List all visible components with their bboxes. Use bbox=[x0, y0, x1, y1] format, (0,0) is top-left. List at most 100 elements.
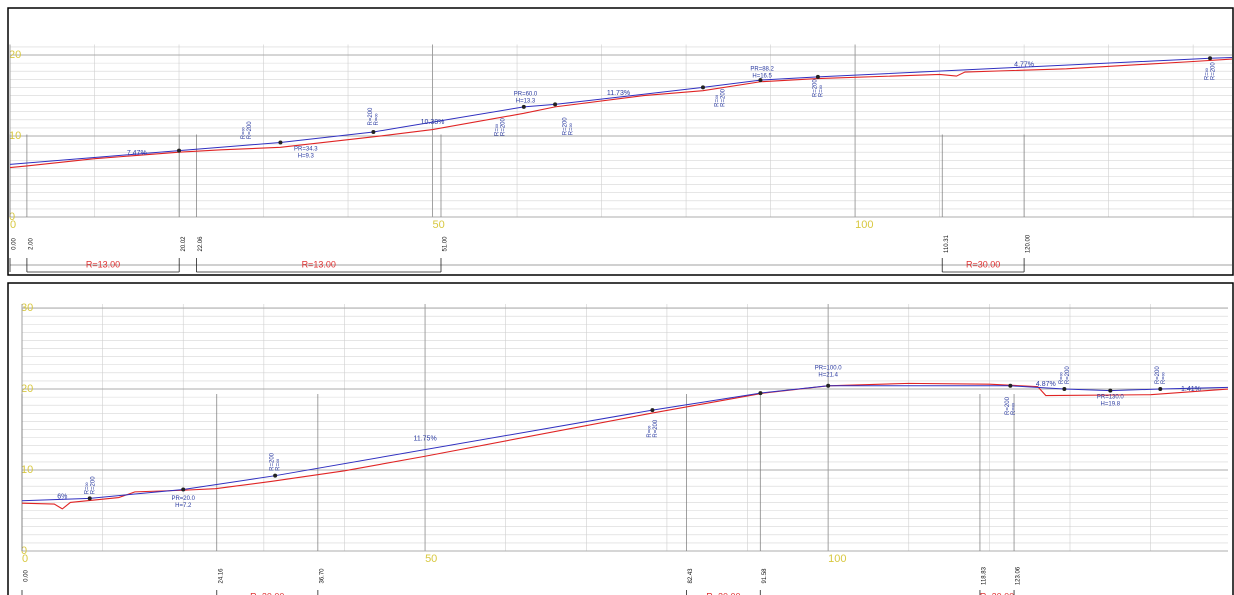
curve-radius: R=20.00 bbox=[706, 591, 740, 595]
y-tick-label: 0 bbox=[21, 545, 27, 557]
station-label: 120.00 bbox=[1026, 234, 1032, 253]
radius-label: R=∞ bbox=[568, 123, 574, 135]
radius-label: R=200 bbox=[562, 117, 568, 136]
vertex-annotation: H=19.8 bbox=[1101, 402, 1121, 408]
terrain-line bbox=[21, 382, 1229, 510]
design-line bbox=[9, 56, 1233, 165]
station-label: 20.02 bbox=[181, 236, 187, 252]
radius-label: R=∞ bbox=[495, 124, 501, 136]
grade-label: 1.41% bbox=[1181, 386, 1201, 393]
panel-frame bbox=[7, 7, 1234, 276]
radius-label: R=200 bbox=[1065, 366, 1071, 385]
vertex-point bbox=[700, 85, 705, 90]
vertex-point bbox=[553, 102, 558, 107]
radius-label: R=∞ bbox=[1205, 68, 1211, 80]
y-tick-label: 10 bbox=[9, 130, 21, 142]
radius-label: R=200 bbox=[368, 107, 374, 126]
vertex-annotation: H=21.4 bbox=[818, 373, 838, 379]
vertex-point bbox=[181, 487, 186, 492]
station-label: 91.58 bbox=[762, 568, 768, 584]
vertex-point bbox=[815, 74, 820, 79]
curve-radius: R=20.00 bbox=[980, 591, 1014, 595]
vertex-annotation: H=9.3 bbox=[298, 154, 315, 160]
radius-label: R=∞ bbox=[818, 85, 824, 97]
panel-frame bbox=[7, 282, 1234, 595]
station-label: 110.31 bbox=[944, 234, 950, 253]
vertex-point bbox=[278, 140, 283, 145]
vertex-annotation: H=13.3 bbox=[516, 98, 536, 104]
vertex-point bbox=[521, 104, 526, 109]
vertex-annotation: H=7.2 bbox=[175, 503, 192, 509]
vertex-point bbox=[273, 473, 278, 478]
vertex-point bbox=[1108, 388, 1113, 393]
station-label: 0.00 bbox=[24, 570, 30, 582]
vertex-annotation: H=16.5 bbox=[752, 73, 772, 79]
radius-label: R=∞ bbox=[714, 95, 720, 107]
radius-label: R=∞ bbox=[647, 425, 653, 437]
radius-label: R=200 bbox=[90, 476, 96, 495]
curve-radius: R=13.00 bbox=[86, 259, 120, 269]
vertex-annotation: PR=88.2 bbox=[750, 66, 774, 72]
x-tick-label: 100 bbox=[855, 219, 873, 231]
vertex-point bbox=[1062, 387, 1067, 392]
y-tick-label: 30 bbox=[21, 302, 33, 314]
vertex-annotation: PR=60.0 bbox=[514, 91, 538, 97]
station-label: 24.16 bbox=[218, 568, 224, 584]
station-label: 2.00 bbox=[28, 238, 34, 250]
station-label: 51.00 bbox=[443, 236, 449, 252]
grade-label: 10.38% bbox=[421, 119, 445, 126]
station-label: 0.00 bbox=[12, 238, 18, 250]
radius-label: R=∞ bbox=[1059, 372, 1065, 384]
station-label: 123.06 bbox=[1016, 566, 1022, 585]
grade-label: 7.47% bbox=[127, 150, 147, 157]
y-tick-label: 20 bbox=[9, 49, 21, 61]
radius-label: R=200 bbox=[247, 121, 253, 140]
x-tick-label: 50 bbox=[425, 553, 437, 565]
radius-label: R=∞ bbox=[374, 113, 380, 125]
radius-label: R=∞ bbox=[84, 482, 90, 494]
vertex-annotation: PR=20.0 bbox=[171, 496, 195, 502]
station-label: 118.83 bbox=[982, 566, 988, 585]
curve-radius: R=30.00 bbox=[966, 259, 1000, 269]
vertex-annotation: PR=34.3 bbox=[294, 147, 318, 153]
curve-radius: R=20.00 bbox=[250, 591, 284, 595]
vertex-point bbox=[758, 391, 763, 396]
x-tick-label: 0 bbox=[22, 553, 28, 565]
vertex-point bbox=[826, 383, 831, 388]
vertex-point bbox=[1158, 387, 1163, 392]
vertex-annotation: PR=100.0 bbox=[815, 366, 843, 372]
radius-label: R=200 bbox=[720, 88, 726, 107]
vertex-point bbox=[371, 129, 376, 134]
x-tick-label: 100 bbox=[828, 553, 846, 565]
radius-label: R=200 bbox=[1211, 62, 1217, 81]
terrain-line bbox=[9, 58, 1233, 169]
radius-label: R=200 bbox=[501, 118, 507, 137]
vertex-point bbox=[758, 78, 763, 83]
station-label: 82.43 bbox=[688, 568, 694, 584]
design-line bbox=[21, 385, 1229, 502]
vertex-point bbox=[87, 496, 92, 501]
vertex-point bbox=[177, 148, 182, 153]
curve-radius: R=13.00 bbox=[302, 259, 336, 269]
x-tick-label: 50 bbox=[433, 219, 445, 231]
vertex-point bbox=[1208, 56, 1213, 61]
radius-label: R=200 bbox=[812, 79, 818, 98]
vertex-point bbox=[650, 408, 655, 413]
grade-label: 11.73% bbox=[607, 90, 630, 97]
radius-label: R=200 bbox=[653, 419, 659, 438]
x-tick-label: 0 bbox=[10, 219, 16, 231]
vertex-annotation: PR=130.0 bbox=[1097, 395, 1125, 401]
radius-label: R=∞ bbox=[1161, 372, 1167, 384]
radius-label: R=200 bbox=[270, 452, 276, 471]
radius-label: R=200 bbox=[1155, 366, 1161, 385]
radius-label: R=∞ bbox=[241, 127, 247, 139]
station-label: 22.06 bbox=[198, 236, 204, 252]
vertex-point bbox=[1008, 383, 1013, 388]
grade-label: 4.77% bbox=[1014, 62, 1034, 69]
radius-label: R=∞ bbox=[1011, 403, 1017, 415]
y-tick-label: 10 bbox=[21, 464, 33, 476]
y-tick-label: 0 bbox=[9, 211, 15, 223]
grade-label: 4.87% bbox=[1036, 381, 1056, 388]
radius-label: R=∞ bbox=[276, 459, 282, 471]
